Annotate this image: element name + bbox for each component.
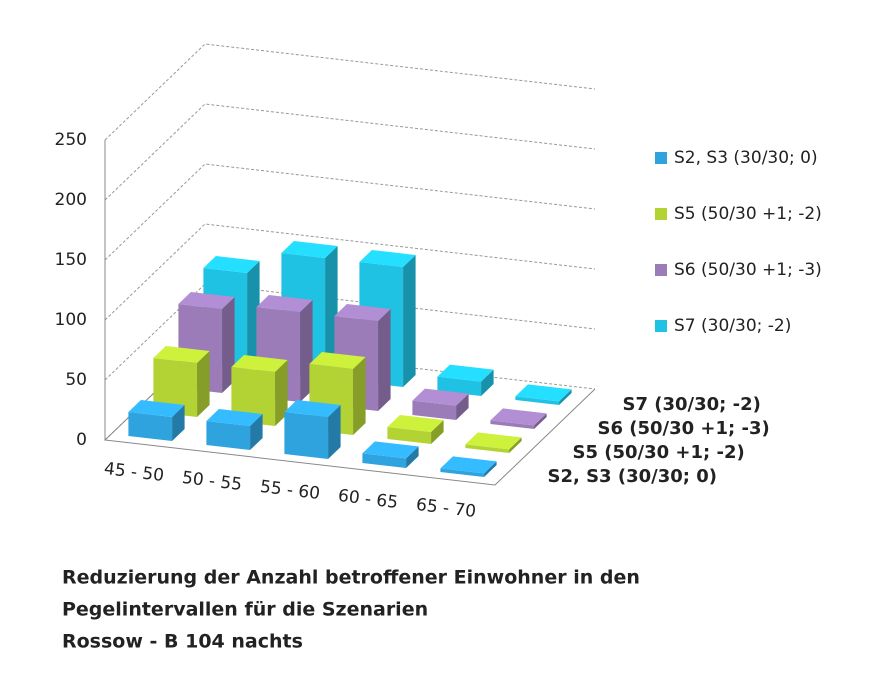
bar-side <box>484 461 497 478</box>
bar <box>490 408 547 430</box>
bar <box>362 441 419 469</box>
bar-top <box>334 303 391 322</box>
bar <box>465 432 522 454</box>
bar-side <box>353 357 366 436</box>
bar-front <box>440 468 485 478</box>
bar-top <box>256 294 313 313</box>
bar-side <box>534 413 547 430</box>
bar-top <box>359 249 416 268</box>
bar <box>231 354 288 427</box>
bar-top <box>437 364 494 382</box>
grid-line <box>104 163 596 261</box>
bar-top <box>440 456 497 474</box>
bar-top <box>153 345 210 364</box>
bar-side <box>378 309 391 412</box>
bar-top <box>490 408 547 426</box>
y-tick-label: 250 <box>55 130 87 150</box>
grid-line <box>104 43 596 141</box>
bar-top <box>362 441 419 459</box>
bar-side <box>328 405 341 460</box>
bar <box>437 364 494 397</box>
bar <box>515 384 572 406</box>
bar-top <box>128 399 185 418</box>
x-tick-label: 50 - 55 <box>181 468 243 495</box>
bar-front <box>284 411 329 460</box>
bar-front <box>153 357 198 418</box>
y-tick-label: 50 <box>65 370 87 390</box>
legend-label: S7 (30/30; -2) <box>674 316 791 336</box>
bar <box>387 414 444 445</box>
x-tick-label: 60 - 65 <box>337 486 399 513</box>
bar-side <box>197 351 210 418</box>
depth-label: S2, S3 (30/30; 0) <box>548 466 717 487</box>
bar-side <box>431 420 444 445</box>
x-tick-label: 45 - 50 <box>103 459 165 486</box>
y-tick-label: 0 <box>76 430 87 450</box>
legend-swatch <box>655 152 667 164</box>
bar-side <box>406 446 419 469</box>
bar-front <box>128 411 173 442</box>
bar-side <box>275 360 288 427</box>
legend-swatch <box>655 264 667 276</box>
legend-swatch <box>655 320 667 332</box>
bar-front <box>387 426 432 445</box>
bar-top <box>387 414 444 433</box>
bar-front <box>231 366 276 427</box>
bar-front <box>206 420 251 451</box>
bar-top <box>231 354 288 373</box>
grid-line <box>104 223 596 321</box>
bar-top <box>515 384 572 402</box>
bar-top <box>206 408 263 427</box>
chart-title-line: Rossow - B 104 nachts <box>62 631 303 653</box>
bar <box>128 399 185 442</box>
bar-top <box>178 291 235 310</box>
x-tick-label: 65 - 70 <box>415 495 477 522</box>
bar-front <box>362 453 407 469</box>
bar-front <box>412 400 457 421</box>
bar-top <box>203 255 260 274</box>
bar <box>440 456 497 478</box>
depth-label: S5 (50/30 +1; -2) <box>573 442 745 463</box>
legend-label: S2, S3 (30/30; 0) <box>674 148 818 168</box>
bar <box>153 345 210 418</box>
bar <box>206 408 263 451</box>
legend-label: S6 (50/30 +1; -3) <box>674 260 822 280</box>
bar-side <box>456 393 469 421</box>
depth-label: S6 (50/30 +1; -3) <box>598 418 770 439</box>
y-tick-label: 150 <box>55 250 87 270</box>
legend-swatch <box>655 208 667 220</box>
bar-front <box>490 420 535 430</box>
bar-side <box>559 389 572 406</box>
bar-top <box>465 432 522 450</box>
bar-side <box>481 369 494 397</box>
legend-label: S5 (50/30 +1; -2) <box>674 204 822 224</box>
y-tick-label: 100 <box>55 310 87 330</box>
bar-side <box>509 437 522 454</box>
depth-label: S7 (30/30; -2) <box>623 394 761 415</box>
bar-top <box>284 399 341 418</box>
y-tick-label: 200 <box>55 190 87 210</box>
bar-front <box>437 376 482 397</box>
chart-title-line: Reduzierung der Anzahl betroffener Einwo… <box>62 567 640 589</box>
bar-side <box>403 255 416 388</box>
grid-line <box>104 283 596 381</box>
bar-top <box>281 240 338 259</box>
chart-title-line: Pegelintervallen für die Szenarien <box>62 599 428 621</box>
x-tick-label: 55 - 60 <box>259 477 321 504</box>
grid-line <box>104 103 596 201</box>
bar-front <box>465 444 510 454</box>
bar <box>284 399 341 460</box>
bar-front <box>515 396 560 406</box>
bar-top <box>412 388 469 406</box>
bar <box>412 388 469 421</box>
bar-top <box>309 351 366 370</box>
